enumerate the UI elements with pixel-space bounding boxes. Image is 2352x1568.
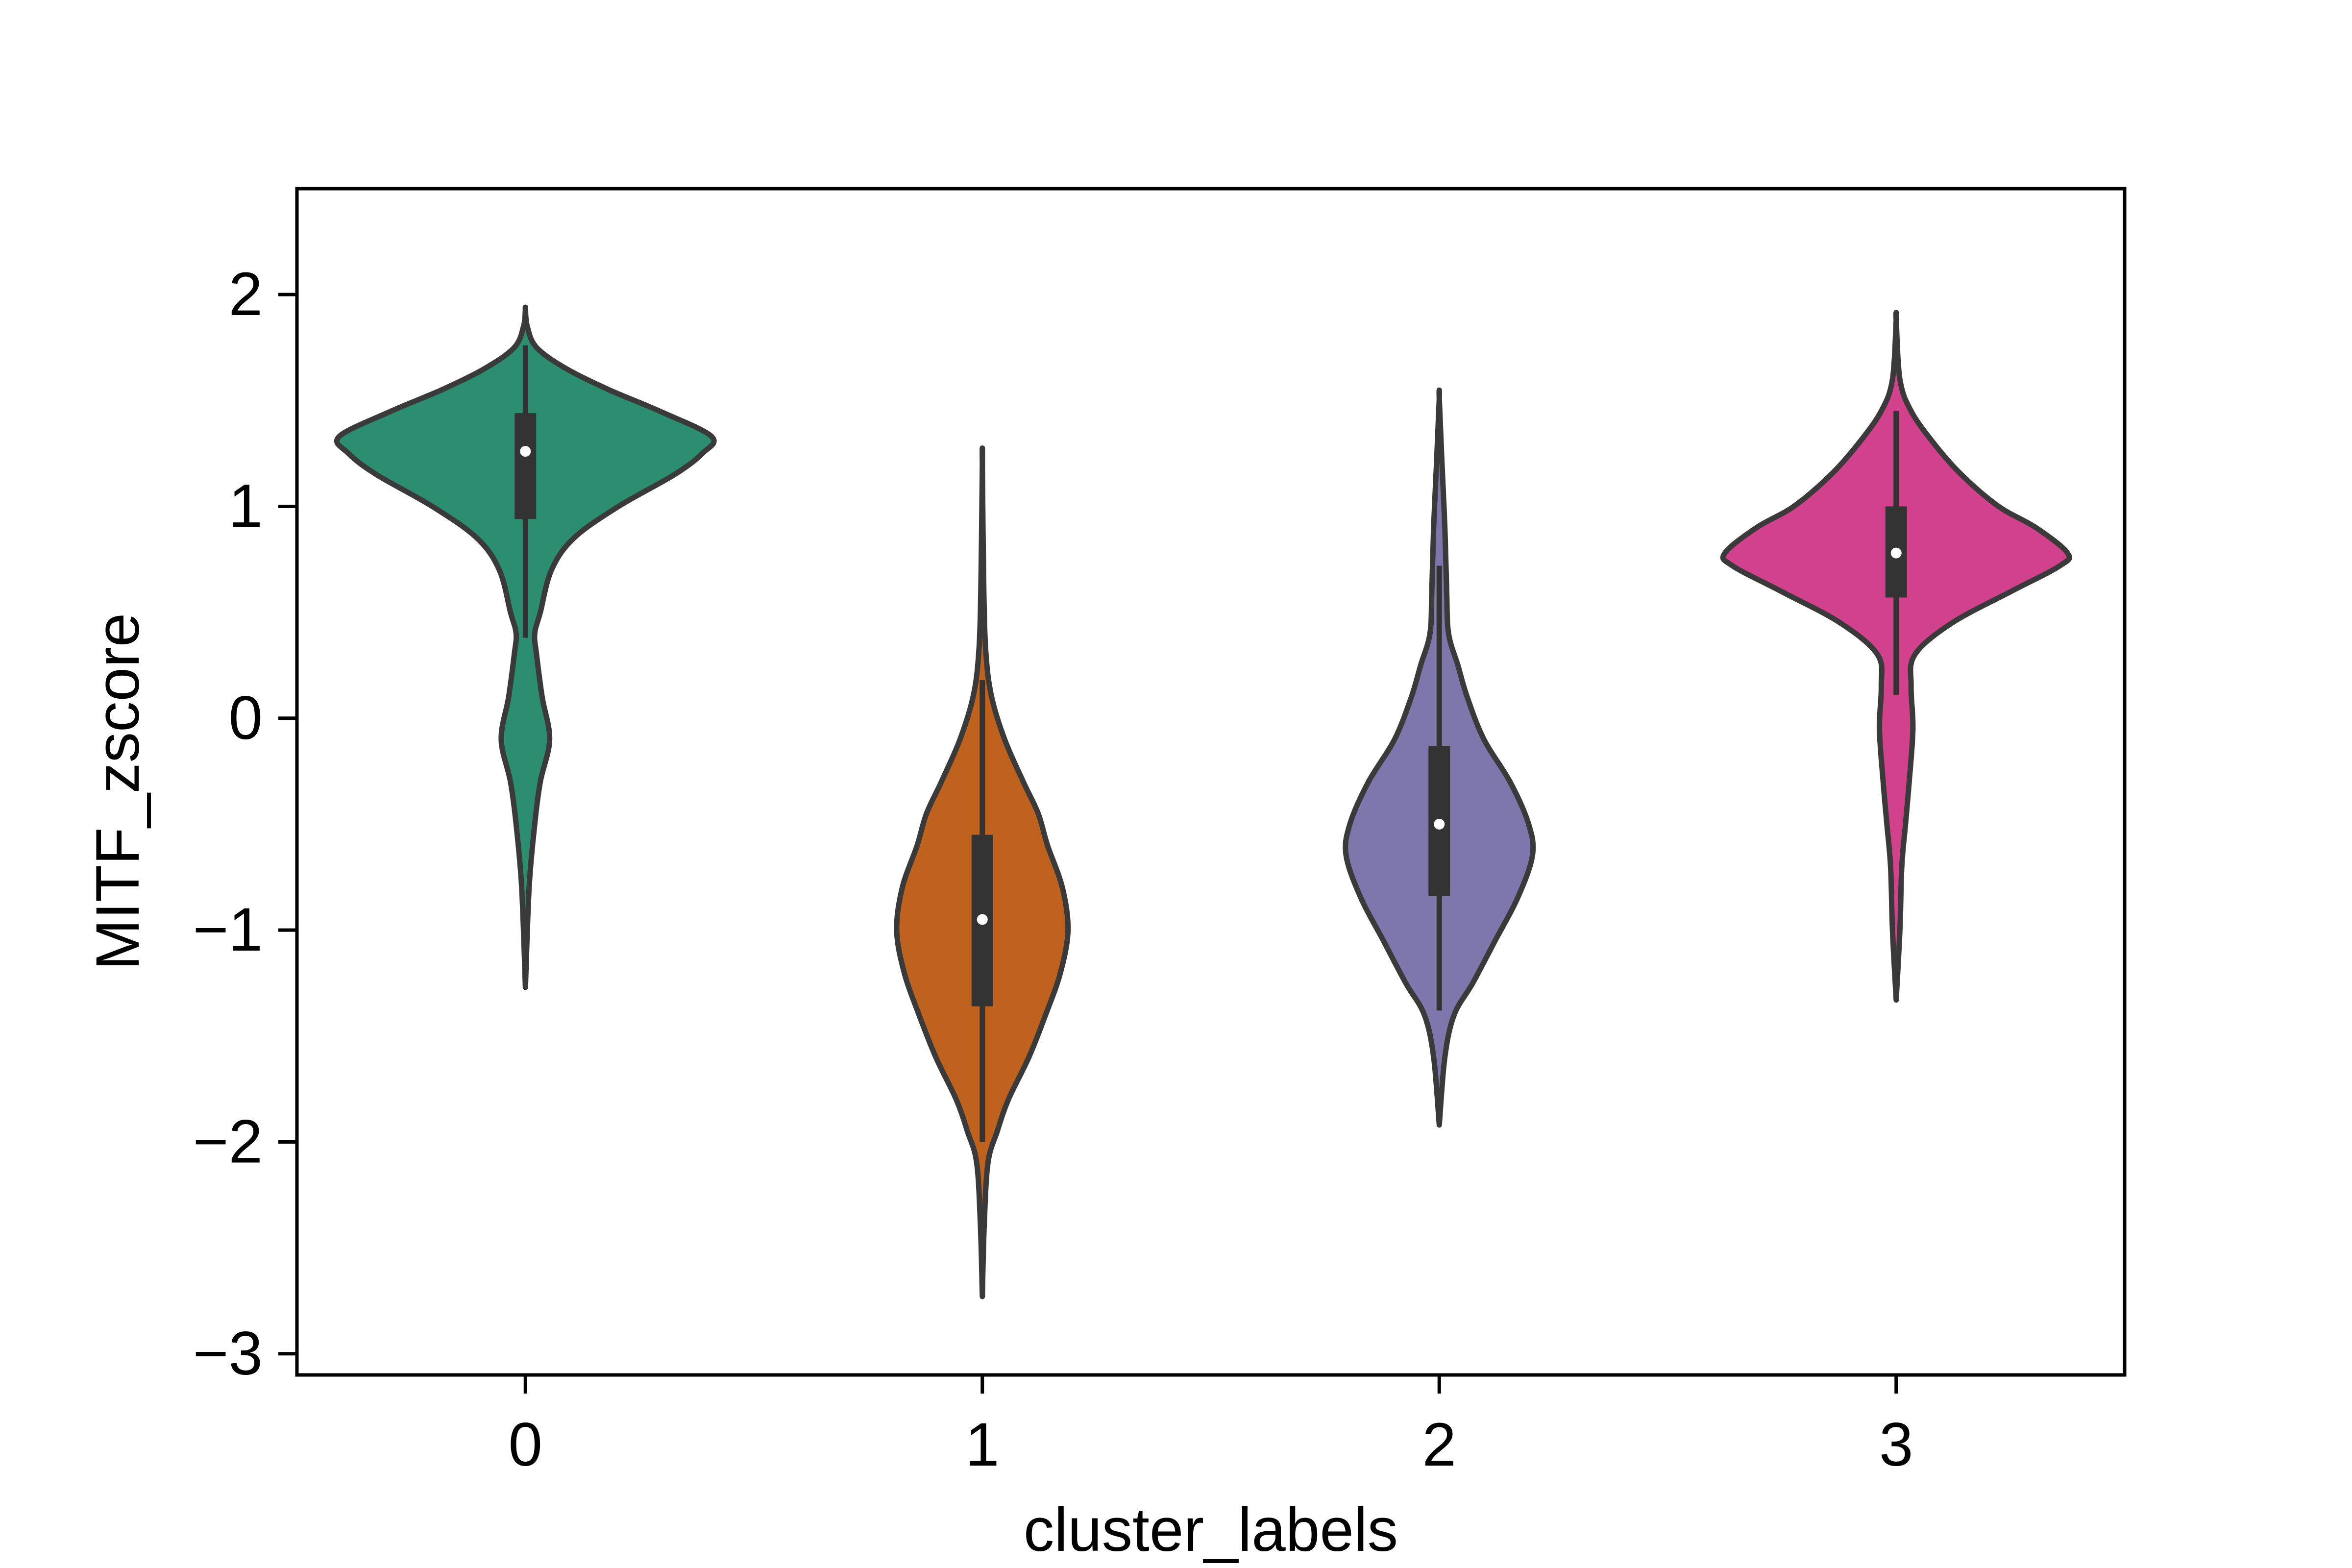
x-tick-label: 0 [508,1411,542,1479]
median-dot [1890,547,1902,559]
y-tick-label: 2 [228,260,263,328]
plot-frame [295,187,2127,1377]
violin-cluster-0 [334,304,717,990]
y-tick-label: 0 [228,684,263,752]
violin-body [334,304,717,990]
y-tick-label: −3 [193,1320,263,1388]
y-tick-label: −1 [193,896,263,964]
y-tick-label: 1 [228,472,263,540]
x-tick-label: 3 [1879,1411,1913,1479]
violin-cluster-3 [1720,310,2072,1003]
y-tick-label: −2 [193,1107,263,1176]
x-axis-label: cluster_labels [1024,1496,1398,1564]
median-dot [1434,818,1445,830]
y-axis-label: MITF_zscore [84,613,152,970]
x-tick-label: 2 [1422,1411,1456,1479]
axes-layer: −3 −2 −1 0 1 2 0 1 2 3 [193,260,1913,1479]
x-tick-label: 1 [965,1411,1000,1479]
violin-cluster-1 [894,445,1071,1299]
median-dot [977,914,988,925]
median-dot [520,446,531,457]
iqr-box [514,413,537,519]
violin-cluster-2 [1343,387,1536,1128]
violin-layer [334,304,2072,1299]
